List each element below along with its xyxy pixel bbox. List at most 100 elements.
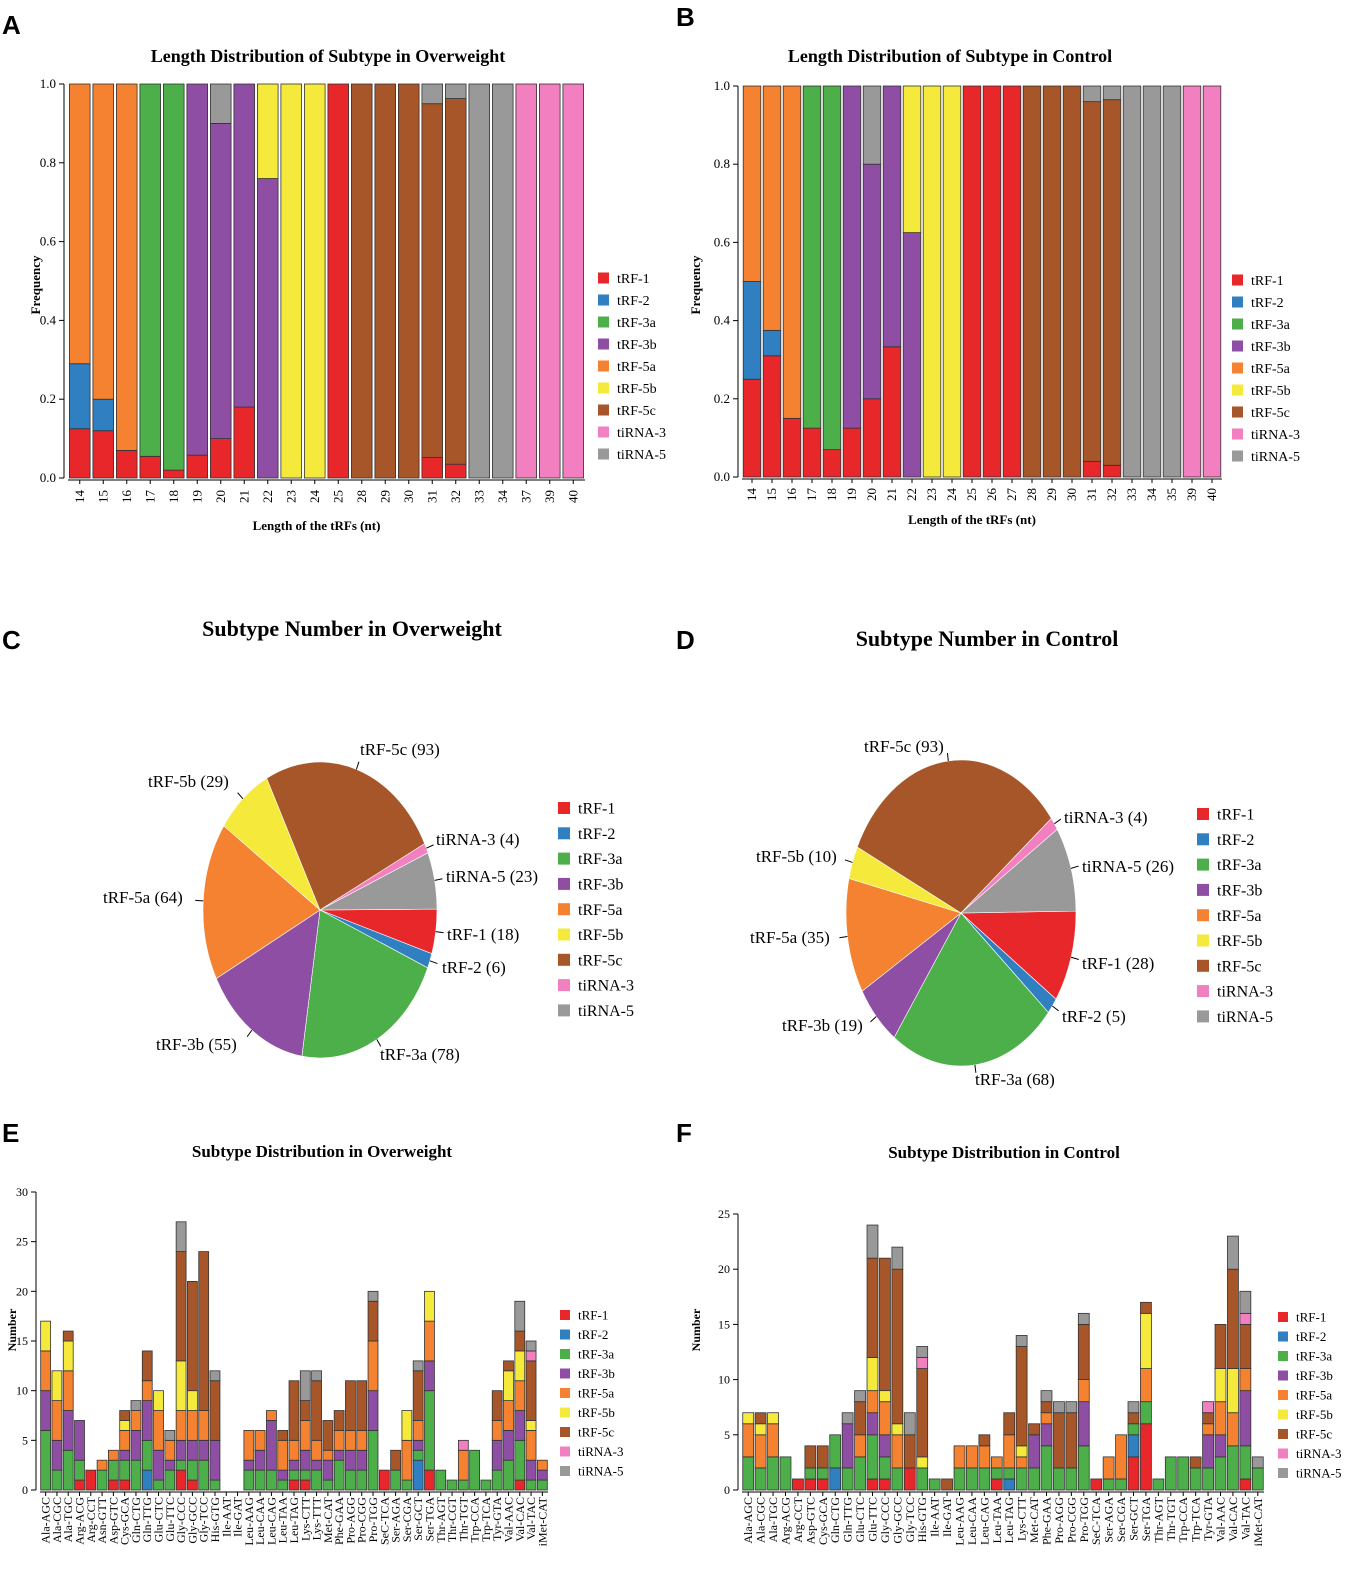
chart-f-bar-leu-taa-trf-3a [990, 1467, 1003, 1480]
chart-e-x-tick-label-pro-tgg: Pro-TGG [366, 1497, 380, 1543]
chart-a-x-tick-label-30: 30 [401, 490, 416, 503]
chart-b-legend-label-trf-5a: tRF-5a [1251, 362, 1291, 377]
chart-c-leader-trf-5b [237, 792, 244, 799]
chart-e-bar-gly-gcc-trf-3a [187, 1459, 198, 1481]
chart-f-bar-val-aac-trf-5b [1214, 1368, 1227, 1403]
chart-d-legend-swatch-trf-5b [1197, 934, 1209, 947]
chart-e-bar-leu-caa-trf-3b [254, 1449, 266, 1471]
chart-f-bar-sec-tca-trf-1 [1090, 1478, 1103, 1491]
chart-f-bar-val-aac-trf-5c [1214, 1324, 1227, 1369]
chart-b-x-tick-label-26: 26 [984, 488, 999, 502]
chart-e-legend-label-trf-3b: tRF-3b [578, 1366, 615, 1381]
chart-e-bar-ser-gct-trf-3b [412, 1439, 424, 1451]
chart-f-bar-leu-tag-trf-5a [1003, 1434, 1016, 1469]
chart-f-legend-swatch-tirna-5 [1278, 1468, 1288, 1478]
chart-f-bar-leu-cag-trf-5c [978, 1434, 991, 1447]
chart-e-y-tick-label: 10 [16, 1384, 28, 1398]
chart-a-legend-label-trf-5b: tRF-5b [617, 382, 657, 397]
chart-a-legend-swatch-trf-3b [598, 338, 609, 350]
chart-f-legend-label-trf-3b: tRF-3b [1296, 1368, 1333, 1383]
chart-f-bar-cys-gca-trf-5c [816, 1445, 829, 1469]
chart-c-legend-swatch-trf-5a [558, 903, 570, 916]
chart-f-x-tick-label-imet-cat: iMet-CAT [1251, 1496, 1265, 1546]
chart-a-bar-15-trf-5a [92, 83, 114, 400]
chart-f-bar-leu-aag-trf-5a [953, 1445, 966, 1469]
chart-a-bar-34-tirna-5 [492, 83, 514, 479]
chart-a-legend-swatch-trf-5b [598, 382, 609, 394]
chart-f-bar-val-tac-trf-5c [1239, 1324, 1252, 1369]
chart-d-legend-label-trf-3a: tRF-3a [1217, 857, 1261, 874]
chart-f-bar-leu-tag-trf-3a [1003, 1467, 1016, 1480]
chart-b-x-tick-label-29: 29 [1044, 488, 1059, 501]
chart-a-x-tick-label-14: 14 [72, 490, 87, 504]
chart-f-bar-val-aac-trf-3b [1214, 1434, 1227, 1458]
chart-e-bar-ala-tgc-trf-3a [62, 1449, 74, 1491]
chart-e-bar-tyr-gta-trf-3a [491, 1469, 503, 1491]
chart-b-y-tick-label: 0.6 [714, 234, 731, 249]
chart-b-y-tick-label: 0.8 [714, 156, 730, 171]
chart-e-bar-pro-agg-trf-5a [345, 1430, 356, 1451]
chart-a-legend-label-trf-3a: tRF-3a [617, 316, 657, 331]
chart-b-bar-40-tirna-3 [1202, 85, 1222, 478]
chart-e-bar-lys-ctt-trf-1 [299, 1479, 311, 1491]
chart-e-x-tick-label-leu-tag: Leu-TAG [287, 1497, 301, 1544]
chart-a-legend-swatch-trf-1 [598, 272, 609, 284]
chart-e-bar-glu-ttc-trf-3a [164, 1469, 176, 1491]
chart-f-bar-val-cac-trf-5b [1227, 1368, 1239, 1414]
chart-d-legend-label-tirna-3: tiRNA-3 [1217, 984, 1273, 1001]
chart-e-bar-pro-agg-trf-5c [345, 1380, 356, 1431]
chart-b-bar-28-trf-5c [1022, 85, 1042, 478]
chart-d-legend-swatch-trf-3b [1197, 883, 1209, 896]
chart-e-bar-lys-ttt-trf-5a [311, 1439, 322, 1461]
chart-a-bar-20-trf-3b [210, 123, 232, 440]
chart-e-bar-asn-gtt-trf-3a [96, 1469, 108, 1491]
chart-f-bar-pro-tgg-trf-3b [1077, 1401, 1090, 1447]
chart-e-bar-gly-ccc-trf-3a [175, 1459, 187, 1471]
chart-d-label-trf-5a: tRF-5a (35) [750, 928, 830, 947]
chart-e-bar-pro-cgg-trf-5c [356, 1380, 368, 1431]
chart-f-legend-swatch-trf-1 [1278, 1312, 1288, 1322]
chart-f-bar-ala-agc-trf-5a [742, 1423, 755, 1458]
chart-d-leader-trf-5c [946, 752, 949, 761]
chart-f-bar-val-tac-trf-5a [1239, 1368, 1252, 1392]
chart-f-bar-gly-ccc-trf-1 [879, 1478, 891, 1491]
chart-e-bar-asn-gtt-trf-5a [96, 1459, 108, 1471]
chart-e-bar-gly-ccc-trf-3b [175, 1439, 187, 1461]
chart-d-legend-swatch-trf-1 [1197, 808, 1209, 820]
chart-e-bar-ala-tgc-trf-5b [62, 1340, 74, 1372]
chart-b-x-tick-label-23: 23 [924, 488, 939, 501]
chart-c-slice-trf-5a [202, 825, 321, 980]
chart-e-bar-his-gtg-trf-3a [209, 1479, 221, 1491]
chart-b-bar-20-trf-3b [862, 163, 882, 400]
chart-e-bar-thr-tgt-trf-5a [457, 1449, 469, 1481]
chart-f-bar-pro-agg-trf-3a [1053, 1467, 1065, 1491]
chart-f-y-tick-label: 15 [718, 1317, 730, 1331]
chart-a-x-tick-label-19: 19 [189, 490, 204, 503]
chart-e-bar-gln-ctg-tirna-5 [130, 1400, 142, 1411]
chart-e-legend-label-trf-2: tRF-2 [578, 1327, 608, 1342]
chart-d-leader-trf-5b [844, 859, 853, 863]
chart-f-bar-thr-agt-trf-3a [1152, 1478, 1165, 1491]
chart-c-leader-tirna-5 [434, 878, 443, 881]
chart-d-legend-swatch-trf-5a [1197, 909, 1209, 922]
chart-f-bar-ile-aat-trf-3a [928, 1478, 941, 1491]
chart-b-x-tick-label-25: 25 [964, 488, 979, 501]
chart-e-bar-met-cat-trf-3b [322, 1459, 334, 1481]
chart-f-x-tick-label-glu-ttc: Glu-TTC [866, 1497, 880, 1542]
chart-d-legend-label-trf-5a: tRF-5a [1217, 908, 1261, 925]
chart-f-bar-pro-agg-tirna-5 [1053, 1401, 1065, 1414]
chart-e-bar-leu-taa-trf-3b [277, 1469, 289, 1481]
chart-f-x-tick-label-sec-tca: SeC-TCA [1089, 1497, 1103, 1545]
chart-a-x-tick-label-32: 32 [448, 490, 463, 503]
chart-e-bar-leu-cag-trf-3a [266, 1469, 277, 1491]
chart-f-bar-glu-ttc-trf-3b [866, 1412, 879, 1436]
chart-b-x-tick-label-31: 31 [1084, 488, 1099, 501]
chart-d-legend-swatch-trf-2 [1197, 833, 1209, 846]
chart-e-bar-gly-gcc-trf-5b [187, 1390, 198, 1411]
chart-f-x-tick-label-tyr-gta: Tyr-GTA [1201, 1497, 1215, 1541]
chart-e-x-tick-label-gly-tcc: Gly-TCC [197, 1497, 211, 1542]
chart-a-y-tick-label: 0.6 [40, 234, 57, 249]
chart-b-x-tick-label-28: 28 [1024, 488, 1039, 501]
chart-e-bar-ser-cga-trf-3a [401, 1479, 413, 1491]
chart-f-bar-pro-cgg-trf-5c [1065, 1412, 1078, 1469]
